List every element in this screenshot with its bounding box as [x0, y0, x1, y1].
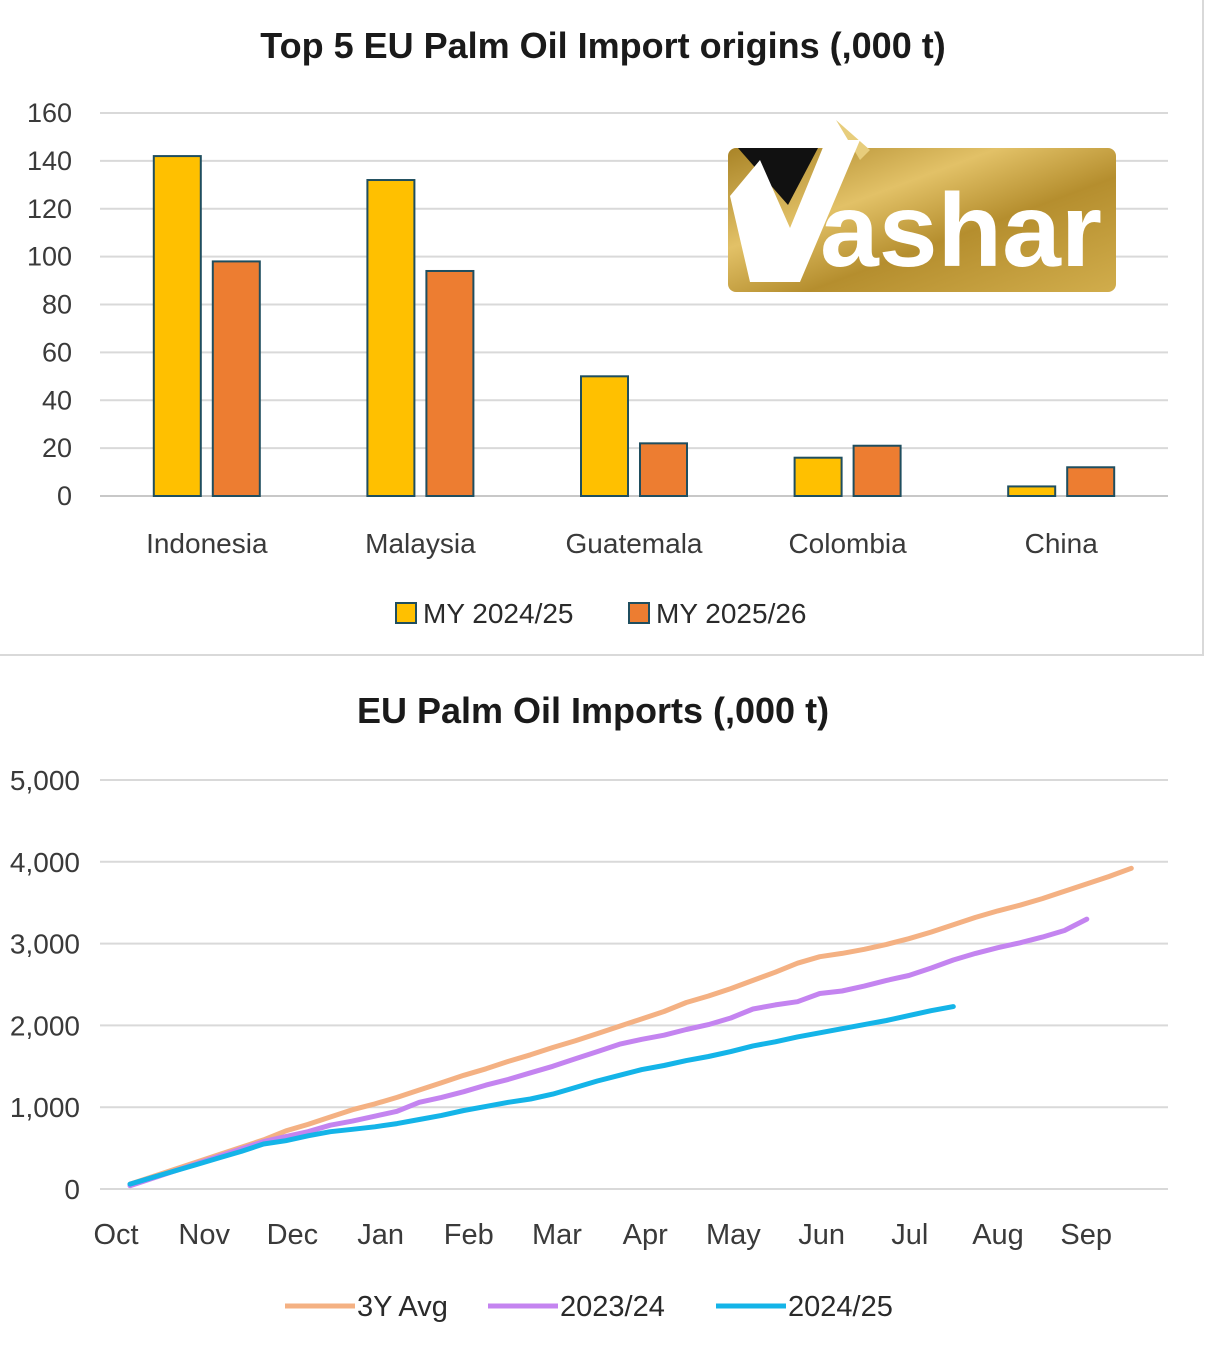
bar-indonesia-2024-25 — [152, 155, 202, 497]
bar-legend-swatch — [395, 602, 417, 624]
line-x-tick-label: Apr — [623, 1219, 668, 1251]
bar-legend-label: MY 2025/26 — [656, 598, 807, 629]
line-series-2024-25 — [127, 1004, 956, 1187]
line-chart: EU Palm Oil Imports (,000 t) 0 1,000 2,000… — [10, 690, 1168, 1323]
bar-chart-title: Top 5 EU Palm Oil Import origins (,000 t… — [260, 25, 945, 66]
bar-malaysia-2024-25 — [366, 179, 416, 497]
line-x-tick-label: Oct — [93, 1219, 138, 1251]
line-x-tick-label: May — [706, 1219, 761, 1251]
line-legend-label: 2024/25 — [788, 1291, 893, 1323]
bar-y-tick-label: 0 — [57, 481, 72, 511]
line-x-tick-label: Sep — [1060, 1219, 1112, 1251]
bar-colombia-2025-26 — [852, 444, 902, 498]
bar-y-tick-label: 40 — [42, 385, 72, 415]
bar-y-tick-label: 80 — [42, 290, 72, 320]
line-series-3y-avg — [127, 865, 1134, 1187]
bar-china-2025-26 — [1066, 466, 1116, 497]
line-legend-label: 3Y Avg — [357, 1291, 448, 1323]
bar-china-2024-25 — [1007, 485, 1057, 497]
bar-chart-panel: Top 5 EU Palm Oil Import origins (,000 t… — [0, 0, 1204, 656]
yashar-logo: ashar — [728, 120, 1116, 292]
logo-triangle-icon — [738, 148, 818, 205]
bar-malaysia-2025-26 — [425, 269, 475, 497]
bar-y-tick-label: 120 — [27, 194, 72, 224]
bar-legend-swatch — [628, 602, 650, 624]
line-x-tick-label: Dec — [267, 1219, 319, 1251]
line-y-tick-label: 3,000 — [10, 929, 80, 960]
bar-x-tick-label: Guatemala — [566, 528, 703, 559]
bar-legend-label: MY 2024/25 — [423, 598, 574, 629]
logo-text: ashar — [820, 173, 1102, 289]
bar-indonesia-2025-26 — [211, 260, 261, 497]
line-x-tick-label: Jul — [891, 1219, 928, 1251]
bar-y-tick-label: 160 — [27, 98, 72, 128]
line-x-tick-label: Jun — [798, 1219, 845, 1251]
line-x-tick-label: Nov — [178, 1219, 230, 1251]
line-y-tick-label: 5,000 — [10, 765, 80, 796]
bar-x-tick-label: Colombia — [788, 528, 907, 559]
line-y-tick-label: 0 — [64, 1174, 80, 1205]
bar-y-tick-label: 100 — [27, 242, 72, 272]
bar-y-tick-label: 60 — [42, 337, 72, 367]
bar-y-tick-label: 20 — [42, 433, 72, 463]
line-y-tick-label: 4,000 — [10, 847, 80, 878]
bar-x-tick-label: Malaysia — [365, 528, 476, 559]
bar-chart: Top 5 EU Palm Oil Import origins (,000 t… — [27, 25, 1168, 629]
bar-guatemala-2024-25 — [580, 375, 629, 497]
line-y-tick-label: 1,000 — [10, 1092, 80, 1123]
bar-x-tick-label: Indonesia — [146, 528, 268, 559]
line-x-tick-label: Aug — [972, 1219, 1024, 1251]
line-legend-label: 2023/24 — [560, 1291, 665, 1323]
line-x-tick-label: Jan — [357, 1219, 404, 1251]
line-y-tick-label: 2,000 — [10, 1010, 80, 1041]
bar-x-tick-label: China — [1025, 528, 1099, 559]
bar-guatemala-2025-26 — [639, 442, 688, 497]
line-chart-title: EU Palm Oil Imports (,000 t) — [357, 690, 829, 731]
line-chart-panel: EU Palm Oil Imports (,000 t) 0 1,000 2,000… — [0, 660, 1206, 1347]
line-series-2023-24 — [127, 916, 1090, 1189]
line-x-tick-label: Feb — [444, 1219, 494, 1251]
bar-colombia-2024-25 — [793, 456, 843, 498]
line-x-tick-label: Mar — [532, 1219, 582, 1251]
bar-y-tick-label: 140 — [27, 146, 72, 176]
logo-y-icon — [730, 140, 860, 282]
